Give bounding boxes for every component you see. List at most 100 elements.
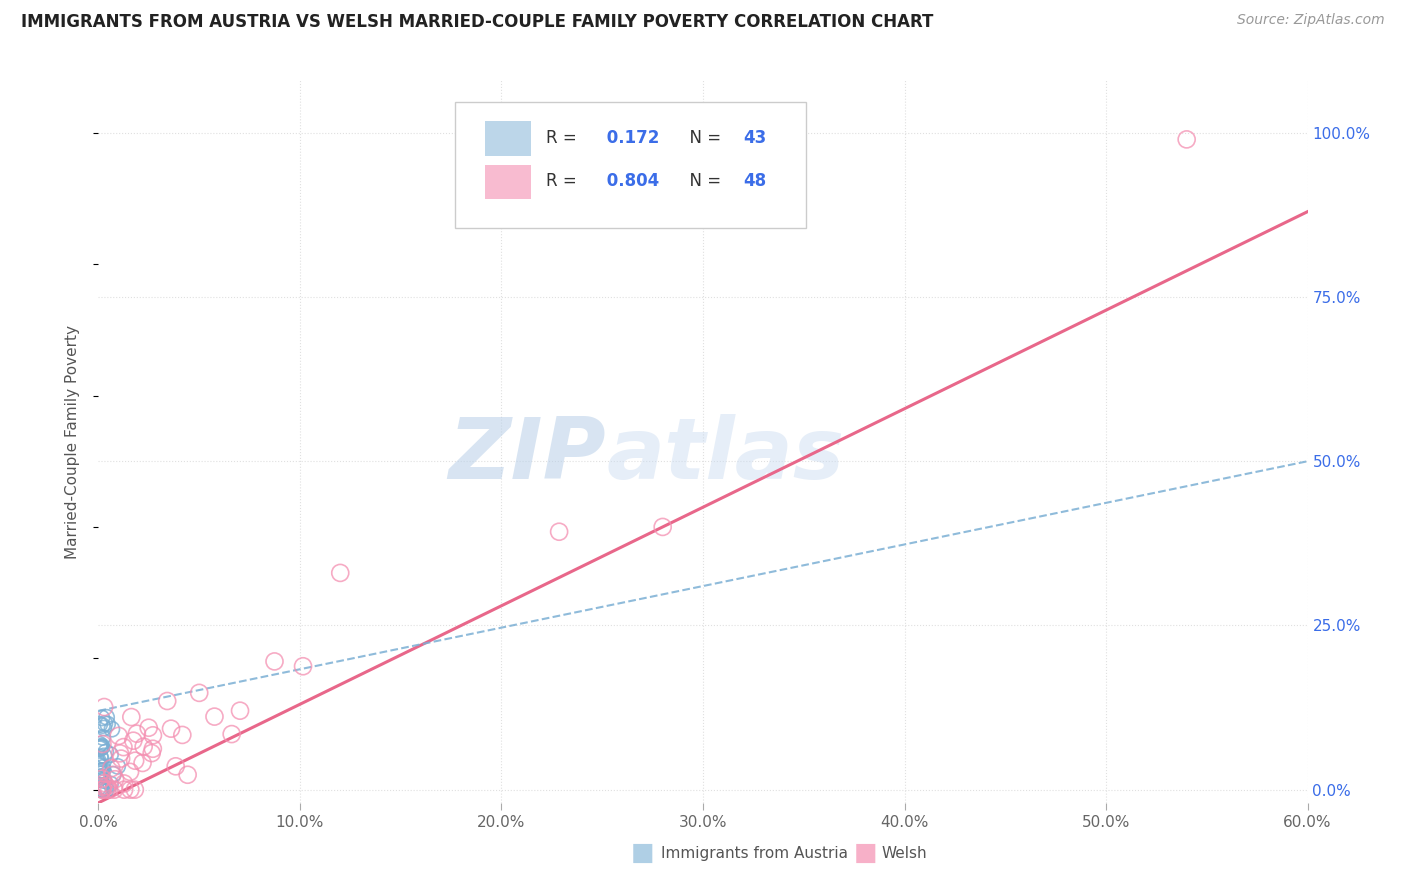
Point <box>229 704 252 718</box>
Point <box>90 740 112 755</box>
Point <box>292 659 315 673</box>
Point <box>204 709 226 723</box>
Point <box>94 780 117 794</box>
Point <box>90 739 112 754</box>
Point <box>103 782 125 797</box>
Text: N =: N = <box>679 172 725 190</box>
Point <box>90 739 112 753</box>
Point <box>87 758 110 772</box>
Point <box>125 727 148 741</box>
Point <box>142 741 165 756</box>
Point <box>100 747 122 762</box>
Text: Welsh: Welsh <box>882 846 928 861</box>
Point <box>90 764 112 778</box>
Point <box>91 718 114 732</box>
Y-axis label: Married-Couple Family Poverty: Married-Couple Family Poverty <box>65 325 80 558</box>
Point <box>120 710 142 724</box>
Point <box>90 782 112 797</box>
Point <box>93 776 115 790</box>
Point <box>90 782 112 797</box>
Point <box>1175 132 1198 146</box>
Point <box>89 782 111 797</box>
Text: ■: ■ <box>630 841 654 865</box>
Point <box>97 717 120 731</box>
Point <box>108 747 131 761</box>
Point <box>107 759 129 773</box>
Point <box>110 751 132 765</box>
Text: 0.804: 0.804 <box>602 172 659 190</box>
Point <box>651 520 673 534</box>
Point <box>87 772 110 786</box>
Point <box>93 773 115 788</box>
Text: 48: 48 <box>742 172 766 190</box>
Point <box>103 767 125 781</box>
Point <box>91 764 114 778</box>
Point <box>101 768 124 782</box>
Point <box>107 729 129 743</box>
Text: R =: R = <box>546 172 582 190</box>
Point <box>141 746 163 760</box>
Point <box>112 776 135 790</box>
Point <box>91 737 114 751</box>
Point <box>96 710 118 724</box>
Point <box>120 782 142 797</box>
Point <box>91 772 114 786</box>
Text: ZIP: ZIP <box>449 415 606 498</box>
Point <box>138 721 160 735</box>
Point <box>104 772 127 787</box>
Point <box>112 782 135 797</box>
Point <box>176 768 198 782</box>
Text: Source: ZipAtlas.com: Source: ZipAtlas.com <box>1237 13 1385 28</box>
Text: N =: N = <box>679 129 725 147</box>
Point <box>93 748 115 763</box>
Point <box>124 754 146 768</box>
Text: ■: ■ <box>855 841 877 865</box>
Point <box>172 728 194 742</box>
Point <box>120 764 142 779</box>
Point <box>89 757 111 772</box>
Text: Immigrants from Austria: Immigrants from Austria <box>661 846 848 861</box>
Point <box>90 770 112 784</box>
Point <box>91 782 114 797</box>
Text: 0.172: 0.172 <box>602 129 659 147</box>
Point <box>91 731 114 745</box>
FancyBboxPatch shape <box>485 121 531 156</box>
Point <box>87 755 110 769</box>
Point <box>101 722 124 736</box>
Point <box>124 782 146 797</box>
Point <box>94 745 117 759</box>
Text: atlas: atlas <box>606 415 845 498</box>
Point <box>165 759 187 773</box>
Point <box>112 740 135 755</box>
Point <box>89 717 111 731</box>
Point <box>90 740 112 755</box>
Point <box>94 782 117 797</box>
Point <box>160 722 183 736</box>
Point <box>122 733 145 747</box>
Point <box>89 737 111 751</box>
Point <box>93 721 115 735</box>
Point <box>96 780 118 794</box>
Point <box>90 782 112 797</box>
Point <box>94 716 117 731</box>
Text: R =: R = <box>546 129 582 147</box>
Point <box>131 756 153 770</box>
Point <box>90 766 112 780</box>
Point <box>89 749 111 764</box>
Point <box>91 782 114 797</box>
Point <box>90 751 112 765</box>
Point <box>156 694 179 708</box>
Point <box>96 782 118 797</box>
Point <box>91 782 114 797</box>
FancyBboxPatch shape <box>485 165 531 200</box>
Point <box>91 760 114 774</box>
Point <box>548 524 571 539</box>
Text: 43: 43 <box>742 129 766 147</box>
Point <box>142 728 165 742</box>
Text: IMMIGRANTS FROM AUSTRIA VS WELSH MARRIED-COUPLE FAMILY POVERTY CORRELATION CHART: IMMIGRANTS FROM AUSTRIA VS WELSH MARRIED… <box>21 13 934 31</box>
Point <box>98 782 121 797</box>
Point <box>132 739 155 754</box>
Point <box>221 727 243 741</box>
Point <box>89 764 111 778</box>
Point <box>100 777 122 791</box>
